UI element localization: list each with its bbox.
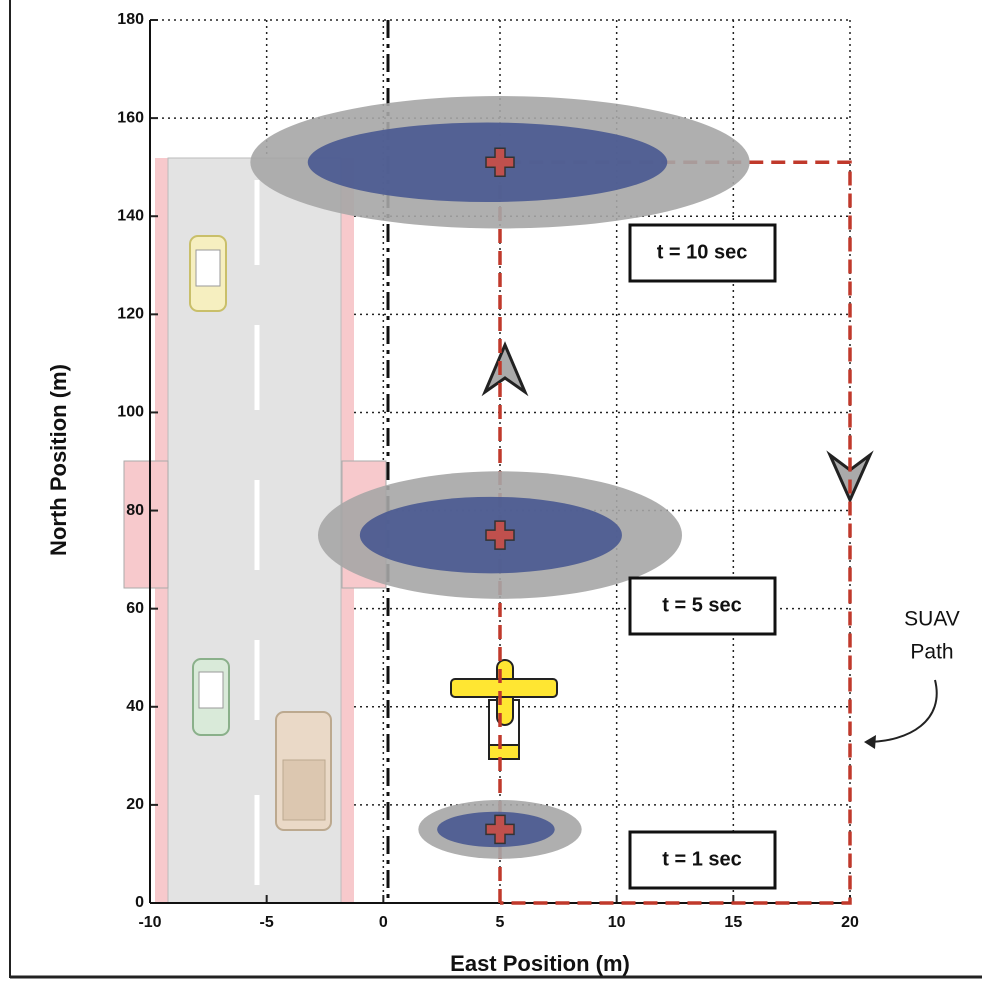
airplane-stabilizer [489, 745, 519, 759]
y-tick-label: 120 [117, 306, 144, 323]
y-tick-label: 20 [126, 796, 144, 813]
x-tick-label: 10 [608, 914, 626, 931]
y-tick-label: 80 [126, 502, 144, 519]
y-tick-label: 180 [117, 11, 144, 28]
path-label: SUAV [904, 608, 960, 631]
path-label: Path [910, 641, 953, 664]
chart: East Position (m) North Position (m) -10… [0, 0, 982, 982]
x-tick-label: 5 [496, 914, 505, 931]
car-window [199, 672, 223, 708]
y-tick-label: 140 [117, 207, 144, 224]
x-tick-label: -10 [138, 914, 161, 931]
x-tick-label: 0 [379, 914, 388, 931]
airplane-wing [451, 679, 557, 697]
page: {"chart_data": { "type": "ellipse", "xla… [0, 0, 982, 982]
time-label: t = 10 sec [657, 241, 748, 263]
time-label: t = 5 sec [662, 594, 742, 616]
x-tick-label: 20 [841, 914, 859, 931]
y-tick-label: 40 [126, 698, 144, 715]
y-axis-label: North Position (m) [46, 364, 71, 556]
y-tick-label: 0 [135, 894, 144, 911]
y-tick-label: 100 [117, 404, 144, 421]
crosswalk [124, 461, 168, 588]
x-tick-label: 15 [724, 914, 742, 931]
time-label: t = 1 sec [662, 848, 742, 870]
truck-bed [283, 760, 325, 820]
y-tick-label: 160 [117, 109, 144, 126]
y-tick-label: 60 [126, 600, 144, 617]
x-axis-label: East Position (m) [450, 951, 630, 976]
x-tick-label: -5 [260, 914, 274, 931]
car-window [196, 250, 220, 286]
